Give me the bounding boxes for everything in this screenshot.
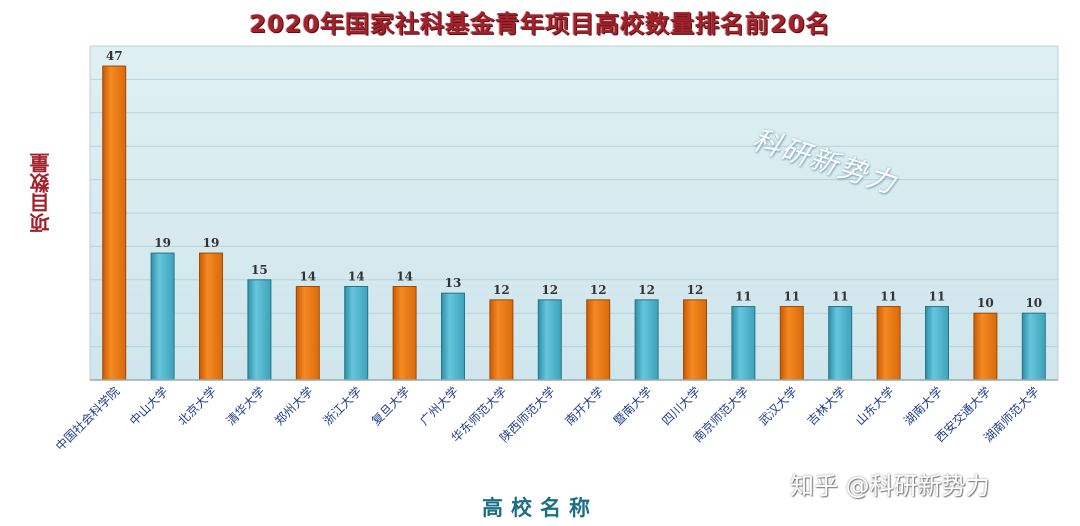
bar: [344, 285, 369, 381]
data-label: 11: [832, 290, 849, 304]
x-tick-label: 吉林大学: [804, 384, 849, 429]
data-label: 11: [929, 290, 946, 304]
bar: [441, 292, 465, 381]
x-tick-label: 湖南大学: [901, 384, 946, 429]
bar: [150, 252, 175, 381]
data-label: 10: [1025, 296, 1042, 310]
bar: [1021, 312, 1046, 381]
data-label: 14: [396, 269, 413, 283]
data-label: 12: [590, 283, 607, 297]
data-label: 12: [493, 283, 510, 297]
data-label: 12: [687, 283, 704, 297]
chart-title: 2020年国家社科基金青年项目高校数量排名前20名: [249, 10, 831, 38]
bar: [828, 306, 853, 381]
data-label: 14: [348, 269, 365, 283]
bar: [586, 299, 611, 381]
bar: [634, 299, 659, 381]
bar: [489, 299, 514, 381]
data-label: 11: [735, 290, 752, 304]
data-label: 15: [251, 263, 268, 277]
bar: [247, 279, 272, 381]
bar: [295, 285, 320, 381]
x-tick-label: 复旦大学: [368, 384, 413, 429]
x-tick-label: 南开大学: [562, 384, 607, 429]
bar: [925, 306, 949, 381]
x-tick-label: 浙江大学: [320, 384, 365, 429]
x-tick-label: 郑州大学: [271, 384, 316, 429]
x-tick-label: 暨南大学: [610, 384, 655, 429]
footer-watermark: 知乎 @科研新势力: [790, 472, 990, 500]
bar: [683, 299, 707, 381]
bar: [876, 306, 901, 381]
bar: [731, 306, 756, 381]
data-label: 19: [154, 236, 171, 250]
bar: [102, 65, 127, 381]
x-tick-label: 山东大学: [852, 384, 897, 429]
x-tick-label: 四川大学: [659, 384, 704, 429]
data-label: 11: [783, 290, 800, 304]
data-label: 10: [977, 296, 994, 310]
bar: [779, 306, 804, 381]
x-tick-label: 中山大学: [126, 384, 171, 429]
data-label: 14: [299, 269, 316, 283]
data-label: 12: [638, 283, 655, 297]
x-tick-label: 武汉大学: [755, 384, 800, 429]
bar: [199, 252, 223, 381]
data-label: 47: [106, 49, 123, 63]
bar: [392, 285, 417, 381]
data-label: 11: [880, 290, 897, 304]
x-tick-label: 广州大学: [417, 384, 462, 429]
data-label: 12: [541, 283, 558, 297]
x-axis-label: 高校名称: [482, 496, 598, 520]
data-label: 13: [445, 276, 462, 290]
bar: [537, 299, 562, 381]
bar: [973, 312, 998, 381]
y-axis-label: 项目数量: [29, 153, 53, 233]
data-label: 19: [203, 236, 220, 250]
x-tick-label: 北京大学: [175, 384, 220, 429]
x-tick-label: 中国社会科学院: [52, 384, 122, 454]
x-tick-label: 清华大学: [223, 384, 268, 429]
